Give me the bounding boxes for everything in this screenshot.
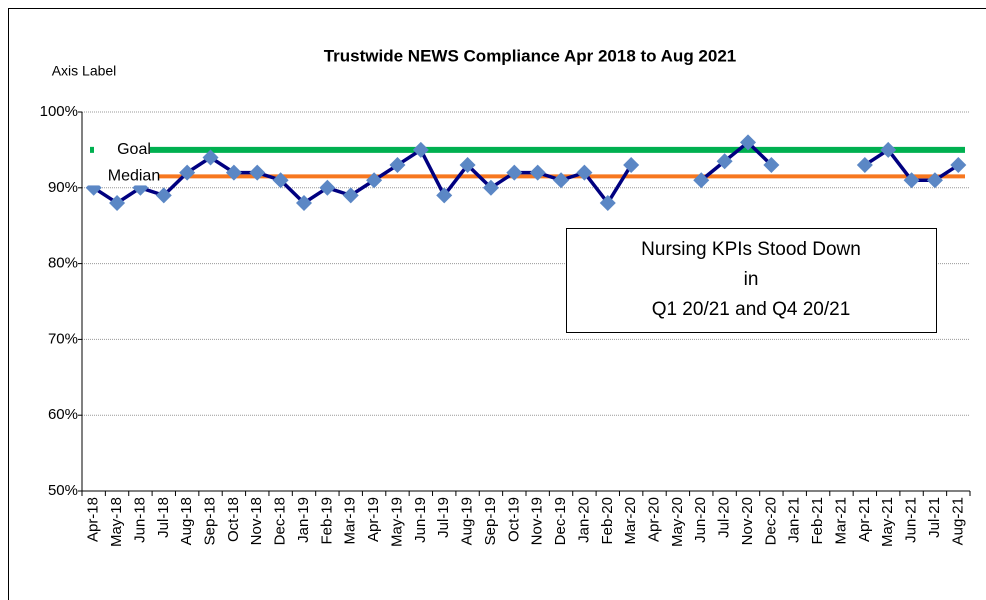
annotation-text: Q1 20/21 and Q4 20/21 bbox=[652, 299, 851, 320]
x-tick-label: May-21 bbox=[879, 497, 896, 547]
x-tick-label: Feb-20 bbox=[599, 497, 616, 545]
data-point bbox=[903, 172, 920, 189]
annotation-text: in bbox=[744, 269, 759, 290]
data-point bbox=[296, 194, 312, 211]
data-point bbox=[482, 179, 499, 196]
x-tick-label: Dec-20 bbox=[762, 497, 779, 545]
x-tick-label: Nov-20 bbox=[739, 497, 756, 545]
data-point bbox=[109, 194, 126, 211]
x-tick-label: Oct-19 bbox=[505, 497, 522, 542]
reference-label: Median bbox=[108, 168, 160, 185]
data-point bbox=[740, 134, 756, 151]
data-point bbox=[599, 194, 616, 211]
x-tick-label: Apr-21 bbox=[856, 497, 873, 542]
x-tick-label: Jan-21 bbox=[786, 497, 803, 543]
x-tick-label: Jun-19 bbox=[412, 497, 429, 543]
x-tick-label: Apr-18 bbox=[85, 497, 102, 542]
x-tick-label: Apr-19 bbox=[365, 497, 382, 542]
data-point bbox=[623, 157, 640, 174]
y-tick-label: 80% bbox=[48, 255, 78, 272]
data-point bbox=[693, 172, 710, 189]
x-tick-label: May-20 bbox=[669, 497, 686, 547]
x-tick-label: May-18 bbox=[108, 497, 125, 547]
series-line bbox=[700, 139, 773, 182]
data-point bbox=[389, 157, 406, 174]
data-point bbox=[763, 157, 780, 174]
data-point bbox=[459, 157, 476, 174]
x-tick-label: Jul-20 bbox=[716, 497, 733, 538]
annotation-box bbox=[566, 228, 937, 333]
data-point bbox=[436, 187, 453, 204]
data-point bbox=[412, 141, 429, 158]
x-tick-label: Jan-19 bbox=[295, 497, 312, 543]
x-tick-label: Jun-21 bbox=[903, 497, 920, 543]
x-tick-label: Jun-18 bbox=[131, 497, 148, 543]
data-point bbox=[319, 179, 336, 196]
x-tick-label: Aug-19 bbox=[459, 497, 476, 545]
x-tick-label: Sep-18 bbox=[201, 497, 218, 545]
data-point bbox=[342, 187, 359, 204]
data-point bbox=[506, 164, 523, 181]
reference-label-bg bbox=[85, 167, 159, 186]
data-point bbox=[272, 172, 289, 189]
data-point bbox=[950, 157, 967, 174]
data-point bbox=[856, 157, 873, 174]
y-tick-label: 70% bbox=[48, 330, 78, 347]
x-tick-label: Mar-19 bbox=[342, 497, 359, 545]
x-tick-label: May-19 bbox=[388, 497, 405, 547]
x-tick-label: Jun-20 bbox=[692, 497, 709, 543]
x-tick-label: Feb-21 bbox=[809, 497, 826, 545]
data-point bbox=[576, 164, 593, 181]
data-point bbox=[529, 164, 546, 181]
y-tick-label: 60% bbox=[48, 406, 78, 423]
x-tick-label: Nov-19 bbox=[529, 497, 546, 545]
data-point bbox=[553, 172, 570, 189]
x-tick-label: Mar-21 bbox=[832, 497, 849, 545]
x-tick-label: Dec-19 bbox=[552, 497, 569, 545]
x-tick-label: Feb-19 bbox=[318, 497, 335, 545]
y-tick-label: 90% bbox=[48, 179, 78, 196]
chart-title: Trustwide NEWS Compliance Apr 2018 to Au… bbox=[324, 46, 737, 65]
y-axis-label: Axis Label bbox=[52, 63, 117, 79]
data-point bbox=[366, 172, 383, 189]
data-point bbox=[716, 153, 733, 170]
x-tick-label: Dec-18 bbox=[272, 497, 289, 545]
x-tick-label: Aug-18 bbox=[178, 497, 195, 545]
data-point bbox=[926, 172, 943, 189]
y-tick-label: 50% bbox=[48, 482, 78, 499]
data-point bbox=[249, 164, 266, 181]
x-tick-label: Nov-18 bbox=[248, 497, 265, 545]
data-point bbox=[179, 164, 196, 181]
data-point bbox=[225, 164, 242, 181]
x-tick-label: Oct-18 bbox=[225, 497, 242, 542]
x-tick-label: Sep-19 bbox=[482, 497, 499, 545]
y-tick-label: 100% bbox=[40, 103, 78, 120]
x-tick-label: Apr-20 bbox=[645, 497, 662, 542]
reference-label-bg bbox=[94, 140, 150, 159]
x-tick-label: Jul-19 bbox=[435, 497, 452, 538]
data-point bbox=[202, 149, 219, 166]
x-tick-label: Jul-18 bbox=[155, 497, 172, 538]
x-tick-label: Jul-21 bbox=[926, 497, 943, 538]
annotation-text: Nursing KPIs Stood Down bbox=[641, 239, 861, 260]
x-tick-label: Jan-20 bbox=[575, 497, 592, 543]
reference-label: Goal bbox=[117, 141, 151, 158]
data-point bbox=[880, 141, 897, 158]
data-point bbox=[155, 187, 172, 204]
x-tick-label: Mar-20 bbox=[622, 497, 639, 545]
x-tick-label: Aug-21 bbox=[949, 497, 966, 545]
